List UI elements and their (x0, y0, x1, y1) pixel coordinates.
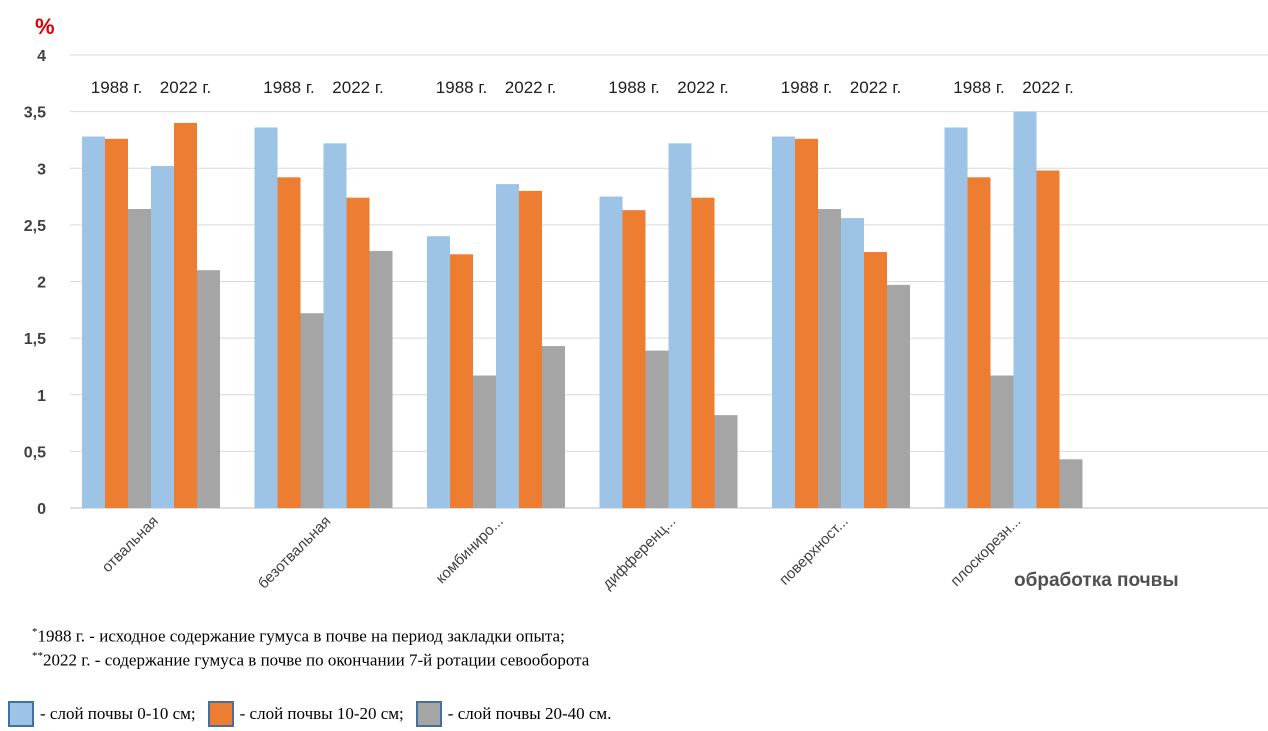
footnote-1988: *1988 г. - исходное содержание гумуса в … (32, 626, 565, 646)
bar (668, 143, 692, 508)
bar (519, 190, 542, 508)
bar (818, 209, 841, 508)
category-label: комбиниро... (433, 513, 507, 587)
legend-swatch-10-20 (207, 701, 234, 727)
bar (151, 165, 174, 509)
x-axis-title: обработка почвы (1014, 570, 1179, 591)
year-label: 1988 г. (91, 78, 142, 97)
y-tick-label: 3,5 (24, 105, 46, 122)
year-label: 1988 г. (953, 78, 1004, 97)
bar (645, 350, 669, 508)
y-tick-label: 1,5 (24, 331, 46, 348)
bar (990, 375, 1014, 508)
category-label: отвальная (99, 513, 162, 576)
bar (714, 415, 738, 508)
bar (967, 177, 991, 508)
bar (691, 197, 715, 508)
bar (1013, 111, 1037, 508)
category-label: безотвальная (255, 513, 335, 593)
bar (300, 313, 324, 508)
bar (450, 254, 473, 508)
bar (323, 143, 347, 508)
bar (82, 136, 105, 509)
legend: - слой почвы 0-10 см; - слой почвы 10-20… (8, 699, 623, 729)
legend-swatch-0-10 (8, 701, 34, 727)
bar (622, 210, 646, 508)
year-label: 1988 г. (436, 78, 487, 97)
bar (369, 250, 393, 509)
legend-label-20-40: - слой почвы 20-40 см. (447, 704, 612, 723)
bar (174, 122, 197, 508)
y-unit-label: % (35, 14, 55, 39)
year-label: 1988 г. (781, 78, 832, 97)
bar (864, 252, 887, 508)
category-label: дифференц... (599, 513, 679, 593)
year-label: 1988 г. (608, 78, 659, 97)
bar (197, 270, 220, 508)
bar (542, 346, 565, 508)
year-label: 1988 г. (263, 78, 314, 97)
bar (599, 196, 623, 508)
y-tick-label: 2 (37, 275, 46, 292)
y-tick-label: 0 (37, 501, 46, 518)
bar (277, 177, 301, 508)
legend-item-10-20: - слой почвы 10-20 см; (207, 701, 404, 727)
bar (427, 236, 450, 508)
year-label: 2022 г. (332, 78, 383, 97)
legend-label-0-10: - слой почвы 0-10 см; (40, 704, 196, 723)
y-tick-label: 1 (37, 388, 46, 405)
legend-label-10-20: - слой почвы 10-20 см; (239, 704, 404, 723)
footnote-2022: **2022 г. - содержание гумуса в почве по… (32, 650, 590, 670)
bar (254, 127, 278, 508)
bar (772, 136, 795, 509)
bar (496, 184, 519, 509)
bar (473, 375, 496, 508)
category-label: поверхност... (776, 513, 852, 589)
y-tick-label: 4 (37, 48, 46, 65)
bar (795, 138, 818, 508)
legend-item-0-10: - слой почвы 0-10 см; (8, 701, 196, 727)
bar (1059, 459, 1083, 508)
category-label: плоскорезн... (947, 513, 1024, 590)
bar (1036, 170, 1060, 508)
bar (346, 197, 370, 508)
bar (887, 284, 910, 508)
bar (944, 127, 968, 508)
legend-swatch-20-40 (415, 701, 442, 727)
bar (841, 218, 864, 508)
y-tick-label: 3 (37, 161, 46, 178)
bar (105, 138, 128, 508)
y-tick-label: 2,5 (24, 218, 46, 235)
year-label: 2022 г. (1022, 78, 1073, 97)
year-label: 2022 г. (677, 78, 728, 97)
legend-item-20-40: - слой почвы 20-40 см. (415, 701, 612, 727)
bar (128, 209, 151, 508)
year-label: 2022 г. (850, 78, 901, 97)
humus-bar-chart: 0 0,5 1 1,5 2 2,5 3 3,5 4% 1988 г. 2022 г. отвальна… (24, 14, 1268, 593)
year-label: 2022 г. (505, 78, 556, 97)
year-label: 2022 г. (160, 78, 211, 97)
y-tick-label: 0,5 (24, 444, 46, 461)
